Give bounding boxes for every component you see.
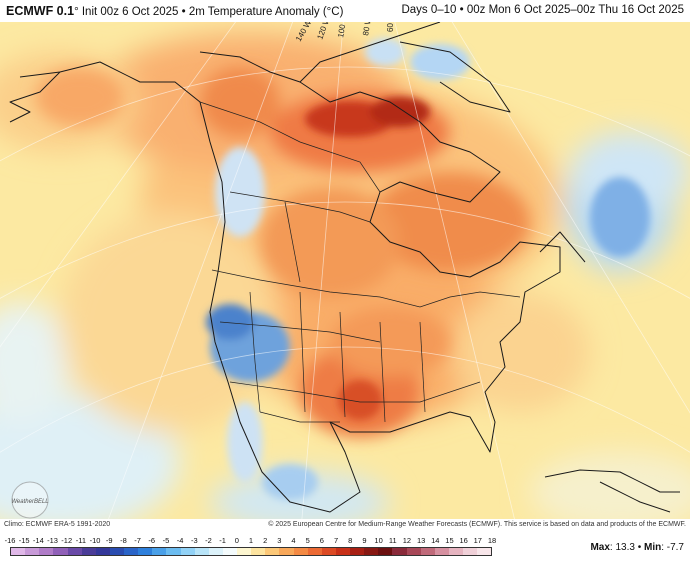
colorbar-tick-label: -1 xyxy=(219,536,226,545)
degree-sign: ° xyxy=(74,6,79,18)
colorbar-tick-label: 3 xyxy=(277,536,282,545)
map-area: 140 W 120 W 100 W 80 W 60 W WeatherBELL xyxy=(0,22,690,519)
colorbar-tick-label: 18 xyxy=(487,536,497,545)
colorbar-swatch xyxy=(293,548,308,555)
colorbar-swatch xyxy=(152,548,167,555)
colorbar-tick-label: 0 xyxy=(234,536,239,545)
colorbar-swatch xyxy=(335,548,350,555)
colorbar-tick-label: -9 xyxy=(105,536,113,545)
colorbar-swatch xyxy=(39,548,54,555)
max-min-readout: Max: 13.3 • Min: -7.7 xyxy=(590,542,684,553)
colorbar-swatch xyxy=(251,548,266,555)
max-label: Max xyxy=(590,542,610,553)
colorbar-swatch xyxy=(109,548,124,555)
lon-label-80w: 80 W xyxy=(361,22,373,36)
model-name: ECMWF 0.1 xyxy=(6,4,75,18)
colorbar-tick-label: -2 xyxy=(205,536,212,545)
colorbar-swatch xyxy=(406,548,421,555)
colorbar-tick-label: 9 xyxy=(362,536,367,545)
forecast-period: Days 0–10 • 00z Mon 6 Oct 2025–00z Thu 1… xyxy=(401,4,684,16)
weatherbell-logo: WeatherBELL xyxy=(11,481,49,519)
colorbar-tick-label: 4 xyxy=(291,536,296,545)
colorbar-swatch xyxy=(378,548,393,555)
colorbar-swatch xyxy=(180,548,195,555)
colorbar-tick-label: 13 xyxy=(416,536,426,545)
colorbar-swatch xyxy=(307,548,322,555)
title-subtitle: Init 00z 6 Oct 2025 • 2m Temperature Ano… xyxy=(78,6,344,18)
min-label: Min xyxy=(643,542,662,553)
colorbar-swatch xyxy=(265,548,280,555)
colorbar-tick-label: 5 xyxy=(305,536,310,545)
colorbar-tick-label: 11 xyxy=(388,536,397,545)
colorbar-swatch xyxy=(364,548,379,555)
colorbar-swatch xyxy=(166,548,181,555)
colorbar-swatch xyxy=(420,548,435,555)
copyright-note: © 2025 European Centre for Medium-Range … xyxy=(268,521,686,528)
colorbar-swatch xyxy=(67,548,82,555)
colorbar-tick-label: 17 xyxy=(473,536,482,545)
colorbar-tick-label: -8 xyxy=(120,536,127,545)
borders xyxy=(199,101,521,423)
min-value: -7.7 xyxy=(666,542,684,553)
graticule xyxy=(0,22,690,519)
colorbar-swatch xyxy=(392,548,407,555)
colorbar-swatch xyxy=(279,548,294,555)
colorbar-swatch xyxy=(321,548,336,555)
colorbar-swatch xyxy=(434,548,449,555)
colorbar-tick-label: 7 xyxy=(333,536,339,545)
colorbar-tick-label: -7 xyxy=(134,536,141,545)
colorbar-tick-label: 1 xyxy=(248,536,254,545)
colorbar-swatch xyxy=(350,548,365,555)
lon-label-60w: 60 W xyxy=(386,22,395,32)
colorbar-tick-label: -15 xyxy=(18,536,30,545)
colorbar-tick-label: 8 xyxy=(348,536,353,545)
colorbar-swatch xyxy=(222,548,237,555)
chart-title: ECMWF 0.1° Init 00z 6 Oct 2025 • 2m Temp… xyxy=(6,4,343,18)
colorbar-swatch xyxy=(53,548,68,555)
header: ECMWF 0.1° Init 00z 6 Oct 2025 • 2m Temp… xyxy=(0,0,690,22)
colorbar-swatch xyxy=(138,548,153,555)
colorbar-swatch xyxy=(463,548,478,555)
climo-note: Climo: ECMWF ERA-5 1991-2020 xyxy=(4,521,111,528)
colorbar-tick-label: 10 xyxy=(374,536,383,545)
colorbar-swatch xyxy=(81,548,96,555)
cold-anomaly-west xyxy=(206,38,650,500)
colorbar-swatch xyxy=(11,548,26,555)
colorbar-tick-label: 14 xyxy=(431,536,440,545)
colorbar-swatch xyxy=(448,548,463,555)
colorbar-tick-label: -11 xyxy=(75,536,87,545)
colorbar-swatch xyxy=(194,548,209,555)
colorbar-swatch xyxy=(124,548,139,555)
colorbar-tick-label: -4 xyxy=(176,536,184,545)
anomaly-map: 140 W 120 W 100 W 80 W 60 W WeatherBELL xyxy=(0,22,690,519)
colorbar-tick-label: 16 xyxy=(459,536,468,545)
colorbar-swatch xyxy=(25,548,40,555)
colorbar-swatch xyxy=(477,548,492,555)
colorbar-tick-label: 6 xyxy=(319,536,324,545)
colorbar-tick-label: -14 xyxy=(32,536,44,545)
colorbar-tick-label: -13 xyxy=(47,536,58,545)
colorbar-tick-label: 15 xyxy=(445,536,454,545)
colorbar-labels: -16 -15 -14 -13 -12 -11 -10 -9 -8 -7 -6 -5 -4 -3 -2 -1 0… xyxy=(5,536,497,546)
coastlines xyxy=(9,22,680,513)
colorbar-bar xyxy=(10,547,492,556)
colorbar: -16 -15 -14 -13 -12 -11 -10 -9 -8 -7 -6 -5 -4 -3 -2 -1 0… xyxy=(5,536,497,558)
colorbar-tick-label: -5 xyxy=(162,536,170,545)
colorbar-tick-label: -10 xyxy=(89,536,101,545)
colorbar-swatch xyxy=(237,548,252,555)
colorbar-tick-label: 2 xyxy=(263,536,268,545)
colorbar-tick-label: 12 xyxy=(402,536,412,545)
logo-text: WeatherBELL xyxy=(11,499,48,505)
colorbar-tick-label: -12 xyxy=(61,536,73,545)
colorbar-swatch xyxy=(95,548,110,555)
colorbar-tick-label: -3 xyxy=(190,536,198,545)
colorbar-tick-label: -6 xyxy=(148,536,156,545)
colorbar-swatch xyxy=(208,548,223,555)
max-value: 13.3 xyxy=(615,542,635,553)
maxmin-separator: • xyxy=(634,542,644,553)
colorbar-tick-label: -16 xyxy=(4,536,16,545)
